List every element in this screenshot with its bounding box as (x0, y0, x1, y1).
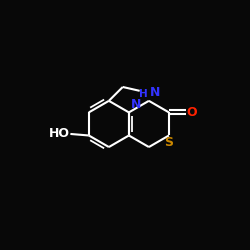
Text: O: O (186, 106, 197, 119)
Text: N: N (150, 86, 160, 99)
Text: H: H (139, 89, 148, 99)
Text: S: S (164, 136, 173, 149)
Text: HO: HO (48, 127, 70, 140)
Text: N: N (130, 98, 141, 111)
